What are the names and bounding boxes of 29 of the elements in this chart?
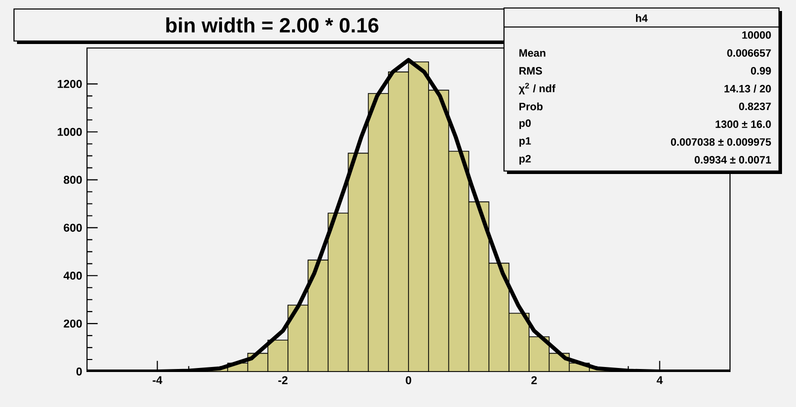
- annotation: 1300 ± 16.0: [716, 120, 771, 128]
- annotation: p0: [519, 119, 531, 130]
- annotation: Prob: [519, 102, 543, 110]
- annotation: RMS: [519, 67, 542, 75]
- x-tick-label: 0: [406, 376, 412, 384]
- annotation: 0.9934 ± 0.0071: [694, 156, 771, 164]
- text: 10000: [742, 31, 771, 39]
- text: 0.8237: [739, 102, 771, 110]
- annotation: 0.007038 ± 0.009975: [670, 138, 771, 146]
- text: 0.99: [750, 67, 771, 75]
- y-tick-label: 0: [76, 367, 82, 376]
- x-tick-label: 4: [656, 376, 663, 384]
- x-tick-label: -4: [152, 376, 162, 384]
- annotation: p2: [519, 154, 531, 165]
- text: h4: [636, 14, 648, 22]
- annotation: χ$^{2}$ / ndf: [518, 82, 556, 94]
- annotation: 14.13 / 20: [724, 84, 771, 93]
- chart-title: bin width = 2.00 * 0.16: [166, 17, 378, 33]
- annotation: 0.006657: [727, 49, 771, 57]
- x-tick-label: -2: [278, 376, 288, 384]
- y-tick-label: 800: [64, 176, 82, 184]
- annotation: Mean: [519, 49, 546, 57]
- y-tick-label: 1200: [58, 80, 82, 88]
- y-tick-label: 400: [64, 272, 82, 280]
- y-tick-label: 600: [64, 224, 82, 232]
- annotation: p1: [519, 137, 531, 147]
- y-tick-label: 200: [64, 320, 82, 328]
- x-tick-label: 2: [531, 376, 537, 384]
- y-tick-label: 1000: [58, 128, 82, 136]
